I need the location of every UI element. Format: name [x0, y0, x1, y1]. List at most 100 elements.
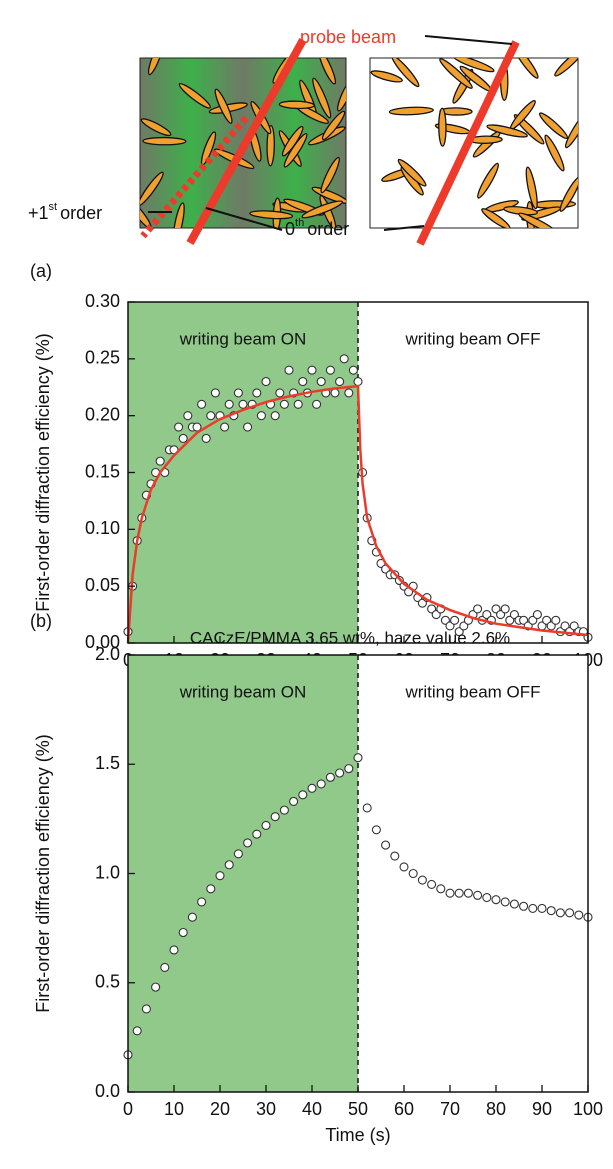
molecule: [172, 202, 185, 228]
data-point: [206, 411, 216, 421]
annotation: writing beam ON: [179, 682, 307, 701]
data-point: [224, 399, 234, 409]
molecule: [337, 79, 346, 112]
data-point: [261, 377, 271, 387]
data-point: [206, 884, 216, 894]
molecule: [319, 195, 337, 228]
schematic: probe beam +1st order 0th order: [28, 27, 579, 246]
data-point: [500, 604, 510, 614]
data-point: [348, 365, 358, 375]
data-point: [197, 399, 207, 409]
order-number: +1: [28, 203, 49, 223]
y-tick-label: 2.0: [95, 644, 120, 664]
data-point: [243, 422, 253, 432]
x-tick-label: 10: [164, 1099, 184, 1119]
molecule: [140, 118, 172, 137]
molecule: [564, 111, 578, 149]
data-point: [174, 422, 184, 432]
molecule: [214, 88, 233, 124]
data-point: [316, 377, 326, 387]
data-point: [335, 768, 345, 778]
data-point: [325, 772, 335, 782]
molecule: [370, 70, 403, 83]
molecules: [140, 58, 346, 228]
molecule: [278, 100, 315, 110]
molecules: [370, 58, 578, 228]
data-point: [528, 903, 538, 914]
data-point: [390, 851, 400, 861]
data-point: [491, 895, 501, 905]
data-point: [509, 899, 519, 909]
data-point: [238, 399, 248, 409]
data-point: [261, 820, 271, 830]
molecule: [249, 210, 294, 220]
data-point: [132, 1026, 142, 1036]
data-point: [210, 388, 220, 398]
data-point: [279, 399, 289, 409]
data-point: [565, 908, 575, 918]
panel-label: (a): [30, 261, 52, 281]
data-point: [178, 927, 188, 938]
molecule: [388, 106, 434, 116]
molecule: [477, 162, 499, 199]
x-tick-label: 0: [123, 1099, 133, 1119]
y-tick-label: 0.15: [85, 461, 120, 481]
data-point: [445, 888, 455, 898]
y-tick-label: 0.25: [85, 348, 120, 368]
data-point: [537, 903, 547, 914]
fit-line: [126, 384, 589, 644]
data-point: [220, 422, 230, 432]
y-tick-label: 0.05: [85, 575, 120, 595]
x-axis-label: Time (s): [325, 1125, 390, 1145]
data-point: [155, 456, 165, 466]
molecule: [439, 58, 473, 89]
annotation: writing beam OFF: [404, 329, 540, 348]
data-point: [473, 890, 483, 900]
order-word: order: [60, 203, 102, 223]
data-point: [270, 812, 280, 822]
data-point: [353, 753, 363, 763]
data-point: [482, 892, 492, 903]
data-point: [197, 897, 207, 907]
data-point: [233, 849, 243, 859]
data-point: [436, 884, 446, 894]
data-point: [192, 422, 202, 432]
data-point: [555, 908, 565, 918]
data-point: [353, 377, 363, 387]
molecule: [281, 125, 304, 157]
data-point: [344, 388, 354, 398]
molecule: [178, 83, 212, 109]
data-point: [381, 840, 391, 850]
molecule: [486, 124, 528, 138]
order-suffix: th: [295, 217, 304, 229]
data-point: [141, 1004, 151, 1014]
data-point: [330, 388, 340, 398]
molecule: [513, 58, 539, 79]
data-point: [289, 796, 299, 806]
data-point: [371, 825, 381, 835]
data-point: [417, 875, 427, 885]
molecule: [140, 171, 164, 206]
data-point: [215, 871, 225, 881]
molecule: [438, 107, 447, 147]
data-point: [325, 365, 335, 375]
molecule: [312, 77, 332, 119]
data-point: [284, 365, 294, 375]
molecule: [140, 200, 152, 228]
data-point: [450, 615, 460, 625]
probe-label: probe beam: [300, 27, 396, 47]
data-point: [169, 945, 179, 955]
data-point: [183, 411, 193, 421]
data-point: [408, 868, 418, 879]
y-axis-label: First-order diffraction efficiency (%): [33, 333, 53, 611]
data-point: [399, 862, 409, 872]
data-point: [307, 365, 317, 375]
data-point: [298, 790, 308, 800]
data-point: [252, 829, 262, 839]
y-tick-label: 0.0: [95, 1081, 120, 1101]
order-label: +1st order: [28, 201, 102, 223]
data-point: [279, 805, 289, 815]
data-point: [307, 783, 317, 793]
annotation: writing beam ON: [179, 329, 307, 348]
